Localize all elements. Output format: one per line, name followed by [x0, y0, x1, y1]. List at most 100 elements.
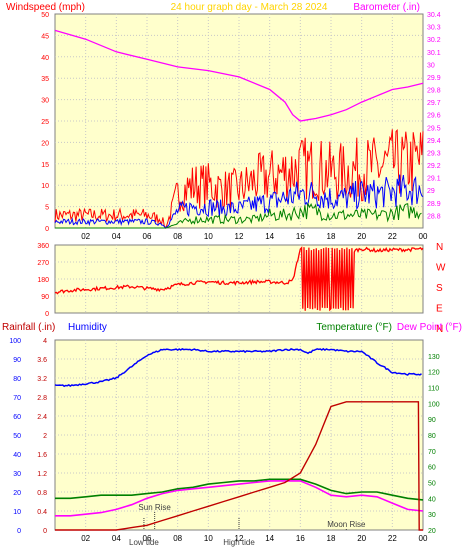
baro-y-tick-label: 30.1	[427, 50, 441, 57]
wind-panel-x-tick-label: 00	[419, 232, 428, 241]
temp-panel-x-tick-label: 12	[235, 534, 244, 543]
baro-y-tick-label: 29.9	[427, 75, 441, 82]
rain-y-tick-label: 2.4	[37, 414, 47, 421]
rainfall-line	[55, 401, 423, 531]
humidity-y-tick-label: 100	[9, 338, 21, 345]
temp-y-tick-label: 130	[428, 354, 440, 361]
wind-y-tick-label: 0	[45, 226, 49, 233]
wind-panel-x-tick-label: 04	[112, 232, 121, 241]
wind-y-tick-label: 25	[41, 119, 49, 126]
event-marker-label: Moon Rise	[327, 520, 366, 529]
wind-panel-x-tick-label: 08	[173, 232, 182, 241]
temp-y-tick-label: 50	[428, 481, 436, 488]
temp-panel-x-tick-label: 02	[81, 534, 90, 543]
wind-panel-x-tick-label: 06	[143, 232, 152, 241]
temp-y-tick-label: 100	[428, 401, 440, 408]
temp-y-tick-label: 60	[428, 465, 436, 472]
wind-panel-x-tick-label: 10	[204, 232, 213, 241]
baro-y-tick-label: 29.2	[427, 163, 441, 170]
direction-y-tick-label: 180	[37, 277, 49, 284]
baro-y-tick-label: 29.1	[427, 176, 441, 183]
wind-panel-x-tick-label: 12	[235, 232, 244, 241]
temp-y-tick-label: 20	[428, 528, 436, 535]
rain-y-tick-label: 1.6	[37, 452, 47, 459]
rain-y-tick-label: 3.6	[37, 357, 47, 364]
temp-panel-x-tick-label: 06	[143, 534, 152, 543]
baro-y-tick-label: 30.4	[427, 12, 441, 19]
temp-y-tick-label: 80	[428, 433, 436, 440]
temp-y-tick-label: 70	[428, 449, 436, 456]
wind-gust-line	[54, 128, 424, 230]
baro-y-tick-label: 28.9	[427, 201, 441, 208]
wind-y-tick-label: 15	[41, 162, 49, 169]
temperature-line	[55, 478, 424, 501]
event-marker-label: Low tide	[129, 538, 159, 547]
rain-y-tick-label: 4	[43, 338, 47, 345]
baro-y-tick-label: 29.7	[427, 100, 441, 107]
temp-panel-x-tick-label: 00	[419, 534, 428, 543]
wind-y-tick-label: 10	[41, 183, 49, 190]
direction-y-tick-label: 360	[37, 243, 49, 250]
wind-panel-x-tick-label: 14	[265, 232, 274, 241]
temp-y-tick-label: 110	[428, 386, 439, 393]
baro-y-tick-label: 29.8	[427, 88, 441, 95]
humidity-y-tick-label: 90	[13, 357, 21, 364]
rain-y-tick-label: 0.8	[37, 490, 47, 497]
wind-y-tick-label: 45	[41, 33, 49, 40]
baro-y-tick-label: 30.2	[427, 37, 441, 44]
direction-y-tick-label: 270	[37, 260, 49, 267]
wind-panel-x-tick-label: 18	[327, 232, 336, 241]
humidity-y-tick-label: 20	[13, 490, 21, 497]
direction-y-tick-label: 90	[41, 294, 49, 301]
temp-y-tick-label: 120	[428, 370, 440, 377]
baro-y-tick-label: 29.5	[427, 125, 441, 132]
baro-y-tick-label: 29.4	[427, 138, 441, 145]
baro-y-tick-label: 29.6	[427, 113, 441, 120]
baro-y-tick-label: 30.3	[427, 25, 441, 32]
wind-y-tick-label: 30	[41, 98, 49, 105]
temperature-axis-title: Temperature (°F)	[316, 322, 392, 333]
direction-letter: N	[436, 242, 443, 253]
humidity-line	[54, 347, 422, 388]
wind-panel-x-tick-label: 22	[388, 232, 397, 241]
humidity-y-tick-label: 70	[13, 395, 21, 402]
temp-y-tick-label: 90	[428, 417, 436, 424]
humidity-y-tick-label: 0	[17, 528, 21, 535]
direction-y-tick-label: 0	[45, 311, 49, 318]
direction-letter: N	[436, 324, 443, 335]
wind-panel-x-tick-label: 16	[296, 232, 305, 241]
wind-avg-line	[55, 201, 422, 229]
wind-direction-line	[54, 246, 424, 312]
direction-letter: W	[436, 263, 446, 274]
wind-y-tick-label: 5	[45, 205, 49, 212]
rain-y-tick-label: 2	[43, 433, 47, 440]
rain-y-tick-label: 2.8	[37, 395, 47, 402]
event-marker-label: Sun Rise	[138, 503, 171, 512]
baro-y-tick-label: 28.8	[427, 213, 441, 220]
temp-panel-x-tick-label: 22	[388, 534, 397, 543]
rain-y-tick-label: 0.4	[37, 509, 47, 516]
wind-panel-x-tick-label: 20	[357, 232, 366, 241]
barometer-axis-title: Barometer (.in)	[353, 2, 420, 13]
humidity-axis-title: Humidity	[68, 322, 107, 333]
temp-panel-x-tick-label: 10	[204, 534, 213, 543]
rain-y-tick-label: 3.2	[37, 376, 47, 383]
temp-panel-x-tick-label: 04	[112, 534, 121, 543]
wind-speed-line	[54, 174, 424, 229]
temp-panel-x-tick-label: 16	[296, 534, 305, 543]
humidity-y-tick-label: 80	[13, 376, 21, 383]
temp-panel-x-tick-label: 14	[265, 534, 274, 543]
event-marker-label: High tide	[223, 538, 255, 547]
barometer-line	[54, 29, 424, 122]
dewpoint-axis-title: Dew Point (°F)	[397, 322, 462, 333]
humidity-y-tick-label: 60	[13, 414, 21, 421]
humidity-y-tick-label: 30	[13, 471, 21, 478]
temp-y-tick-label: 40	[428, 496, 436, 503]
rain-y-tick-label: 1.2	[37, 471, 47, 478]
rain-y-tick-label: 0	[43, 528, 47, 535]
baro-y-tick-label: 29.3	[427, 150, 441, 157]
rainfall-axis-title: Rainfall (.in)	[2, 322, 55, 333]
dewpoint-line	[55, 480, 424, 517]
temp-y-tick-label: 30	[428, 512, 436, 519]
